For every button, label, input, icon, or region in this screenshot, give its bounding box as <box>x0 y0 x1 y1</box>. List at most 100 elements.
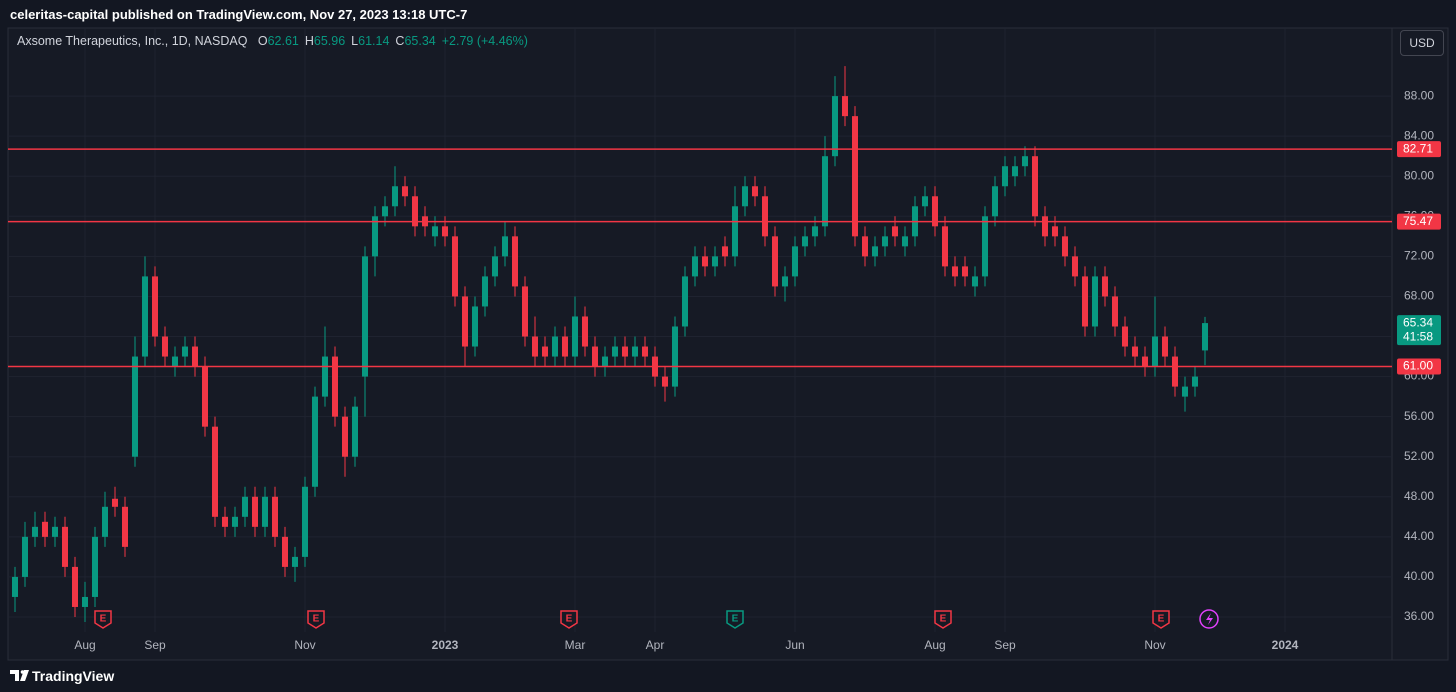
candle-body <box>992 186 998 217</box>
candle-body <box>272 496 278 537</box>
candle-body <box>902 236 908 247</box>
candle-body <box>642 346 648 357</box>
dividend-icon <box>1206 613 1213 625</box>
candle-body <box>282 536 288 567</box>
ohlc-value: 65.34 <box>404 34 436 48</box>
candle-body <box>1192 376 1198 387</box>
candle-body <box>932 196 938 227</box>
tradingview-logo <box>10 670 29 681</box>
candle-body <box>582 316 588 347</box>
candle-body <box>1062 236 1068 257</box>
candle-body <box>762 196 768 237</box>
ohlc-key: H <box>304 34 314 48</box>
candle-body <box>522 286 528 337</box>
earnings-marker <box>934 610 952 629</box>
candle-body <box>1182 386 1188 397</box>
candle-body <box>872 246 878 257</box>
candle-body <box>622 346 628 357</box>
candle-body <box>142 276 148 357</box>
candle-body <box>782 276 788 287</box>
candle-body <box>402 186 408 197</box>
candle-body <box>792 246 798 277</box>
candle-body <box>682 276 688 327</box>
candle-body <box>512 236 518 287</box>
ohlc-key: C <box>395 34 405 48</box>
candle-body <box>432 226 438 237</box>
candle-body <box>322 356 328 397</box>
candle-body <box>292 556 298 567</box>
candle-body <box>962 266 968 277</box>
candle-body <box>162 336 168 357</box>
y-tick-label: 80.00 <box>1404 168 1434 182</box>
earnings-letter: E <box>1158 614 1165 625</box>
candle-body <box>192 346 198 367</box>
candle-body <box>1042 216 1048 237</box>
candle-body <box>562 336 568 357</box>
level-label: 82.71 <box>1403 141 1433 155</box>
candle-body <box>362 256 368 377</box>
candle-body <box>492 256 498 277</box>
x-tick-label: Nov <box>294 638 315 652</box>
candle-body <box>1082 276 1088 327</box>
earnings-letter: E <box>732 614 739 625</box>
candle-body <box>602 356 608 367</box>
candle-body <box>712 256 718 267</box>
candle-body <box>42 521 48 537</box>
candle-body <box>472 306 478 347</box>
candle-body <box>772 236 778 287</box>
ohlc-value: 62.61 <box>267 34 299 48</box>
candle-body <box>592 346 598 367</box>
y-tick-label: 88.00 <box>1404 88 1434 102</box>
candle-body <box>862 236 868 257</box>
y-tick-label: 36.00 <box>1404 609 1434 623</box>
y-tick-label: 68.00 <box>1404 289 1434 303</box>
ohlc-key: L <box>351 34 359 48</box>
published-line: celeritas-capital published on TradingVi… <box>10 7 468 22</box>
candle-body <box>1152 336 1158 367</box>
candle-body <box>332 356 338 417</box>
y-tick-label: 84.00 <box>1404 128 1434 142</box>
x-tick-label: Sep <box>144 638 166 652</box>
y-tick-label: 52.00 <box>1404 449 1434 463</box>
x-tick-label: Nov <box>1144 638 1165 652</box>
candle-body <box>92 536 98 597</box>
candle-body <box>502 236 508 257</box>
candle-body <box>742 186 748 207</box>
candle-body <box>842 96 848 117</box>
candle-body <box>1112 296 1118 327</box>
candle-body <box>1012 166 1018 177</box>
candle-body <box>852 116 858 237</box>
candle-body <box>452 236 458 297</box>
candle-body <box>702 256 708 267</box>
chart-frame <box>7 27 1449 661</box>
currency-button[interactable]: USD <box>1400 30 1444 56</box>
candle-body <box>302 486 308 557</box>
last-price-label: 65.34 <box>1403 315 1433 329</box>
ohlc-key: O <box>257 34 268 48</box>
candle-body <box>802 236 808 247</box>
candle-body <box>172 356 178 367</box>
candle-body <box>672 326 678 387</box>
candle-body <box>942 226 948 267</box>
candle-body <box>1122 326 1128 347</box>
candle-body <box>32 526 38 537</box>
candle-body <box>52 526 58 537</box>
candle-body <box>922 196 928 207</box>
candle-body <box>542 346 548 357</box>
candle-body <box>822 156 828 227</box>
candle-body <box>1142 356 1148 367</box>
candle-body <box>202 366 208 427</box>
candle-body <box>1102 276 1108 297</box>
x-tick-label: Aug <box>924 638 945 652</box>
candle-body <box>572 316 578 357</box>
change: +2.79 (+4.46%) <box>441 34 528 48</box>
earnings-letter: E <box>940 614 947 625</box>
x-tick-label: Apr <box>646 638 665 652</box>
x-tick-label: Sep <box>994 638 1016 652</box>
candle-body <box>82 596 88 607</box>
y-tick-label: 48.00 <box>1404 489 1434 503</box>
candle-body <box>212 426 218 517</box>
candle-body <box>72 566 78 607</box>
level-label-box <box>1397 141 1441 158</box>
last-price-box <box>1397 315 1441 346</box>
